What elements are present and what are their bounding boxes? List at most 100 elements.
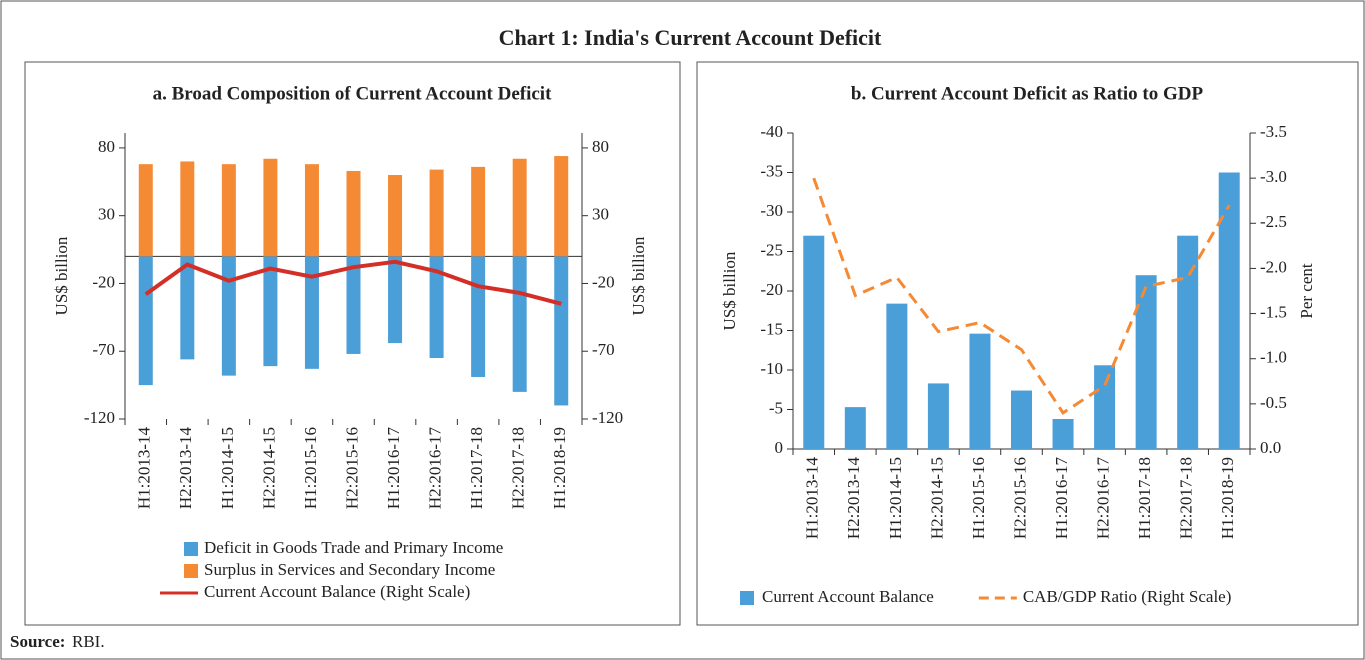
y-tick-label: -10	[760, 359, 783, 378]
x-tick-label: H1:2016-17	[384, 427, 403, 510]
y-tick-label: -70	[92, 340, 115, 359]
y2-tick-label: 80	[592, 137, 609, 156]
y2-axis-label: Per cent	[1297, 263, 1316, 319]
x-tick-label: H1:2016-17	[1052, 457, 1071, 540]
y2-tick-label: -2.5	[1260, 212, 1287, 231]
panel-a-border	[24, 61, 681, 626]
x-tick-label: H1:2017-18	[1135, 457, 1154, 539]
y2-tick-label: -1.5	[1260, 302, 1287, 321]
page-title: Chart 1: India's Current Account Deficit	[499, 25, 882, 50]
legend-swatch	[740, 591, 754, 605]
x-tick-label: H2:2017-18	[1177, 457, 1196, 539]
legend-swatch	[184, 564, 198, 578]
y2-tick-label: 30	[592, 205, 609, 224]
bar	[512, 256, 527, 392]
y2-tick-label: -3.0	[1260, 167, 1287, 186]
bar	[346, 170, 361, 257]
bar	[346, 256, 361, 354]
x-tick-label: H1:2013-14	[135, 427, 154, 510]
x-tick-label: H2:2015-16	[342, 427, 361, 509]
bar	[471, 256, 486, 377]
bar	[1177, 235, 1199, 449]
legend-swatch	[184, 542, 198, 556]
bar	[180, 256, 195, 360]
x-tick-label: H1:2014-15	[218, 427, 237, 509]
bar	[803, 235, 825, 449]
source-label: Source:	[10, 632, 65, 651]
bar	[471, 166, 486, 257]
bar	[221, 164, 236, 257]
x-tick-label: H1:2018-19	[550, 427, 569, 509]
x-tick-label: H2:2014-15	[927, 457, 946, 539]
bar	[263, 158, 278, 257]
y-tick-label: -20	[760, 280, 783, 299]
y-tick-label: -20	[92, 272, 115, 291]
bar	[927, 383, 949, 449]
bar	[429, 169, 444, 257]
panel-b-border	[696, 61, 1359, 626]
bar	[138, 164, 153, 257]
bar	[429, 256, 444, 359]
y-tick-label: -25	[760, 240, 783, 259]
y-tick-label: 30	[98, 205, 115, 224]
panel-title: b. Current Account Deficit as Ratio to G…	[851, 83, 1204, 104]
y2-tick-label: -120	[592, 408, 623, 427]
bar	[1218, 172, 1240, 449]
x-tick-label: H2:2014-15	[259, 427, 278, 509]
x-tick-label: H1:2015-16	[301, 427, 320, 509]
bar	[304, 164, 319, 257]
x-tick-label: H2:2016-17	[1093, 457, 1112, 540]
y-axis-label: US$ billion	[720, 251, 739, 330]
y2-tick-label: -20	[592, 272, 615, 291]
bar	[388, 256, 403, 344]
source-text: RBI.	[72, 632, 105, 651]
y2-tick-label: -3.5	[1260, 122, 1287, 141]
y2-tick-label: -0.5	[1260, 393, 1287, 412]
legend-label: Current Account Balance	[762, 587, 934, 606]
x-tick-label: H1:2015-16	[969, 457, 988, 539]
y-tick-label: -35	[760, 161, 783, 180]
bar	[554, 256, 569, 406]
y2-tick-label: -1.0	[1260, 348, 1287, 367]
x-tick-label: H2:2015-16	[1010, 457, 1029, 539]
bar	[1094, 365, 1116, 449]
y-axis-label: US$ billion	[52, 236, 71, 315]
bar	[304, 256, 319, 369]
bar	[886, 303, 908, 449]
bar	[138, 256, 153, 386]
y-tick-label: -40	[760, 122, 783, 141]
bar	[554, 156, 569, 257]
y2-tick-label: -70	[592, 340, 615, 359]
line	[144, 259, 562, 306]
bar	[263, 256, 278, 367]
bar	[1052, 418, 1074, 449]
y2-tick-label: -2.0	[1260, 257, 1287, 276]
line	[812, 177, 1231, 415]
y-tick-label: -120	[84, 408, 115, 427]
bar	[1135, 275, 1157, 449]
legend-label: Deficit in Goods Trade and Primary Incom…	[204, 538, 503, 557]
x-tick-label: H2:2013-14	[844, 457, 863, 540]
legend-label: Current Account Balance (Right Scale)	[204, 582, 470, 601]
bar	[221, 256, 236, 376]
bar	[969, 333, 991, 449]
y-tick-label: -15	[760, 319, 783, 338]
y-tick-label: -5	[769, 398, 783, 417]
x-tick-label: H2:2016-17	[425, 427, 444, 510]
x-tick-label: H1:2014-15	[886, 457, 905, 539]
x-tick-label: H2:2013-14	[176, 427, 195, 510]
y-tick-label: 0	[775, 438, 784, 457]
x-tick-label: H1:2017-18	[467, 427, 486, 509]
y-tick-label: -30	[760, 201, 783, 220]
x-tick-label: H2:2017-18	[509, 427, 528, 509]
bar	[180, 161, 195, 257]
y-tick-label: 80	[98, 137, 115, 156]
legend-label: Surplus in Services and Secondary Income	[204, 560, 495, 579]
y2-axis-label: US$ billion	[629, 236, 648, 315]
x-tick-label: H1:2018-19	[1218, 457, 1237, 539]
bar	[512, 158, 527, 257]
panel-title: a. Broad Composition of Current Account …	[153, 83, 552, 104]
y2-tick-label: 0.0	[1260, 438, 1281, 457]
legend-label: CAB/GDP Ratio (Right Scale)	[1023, 587, 1232, 606]
